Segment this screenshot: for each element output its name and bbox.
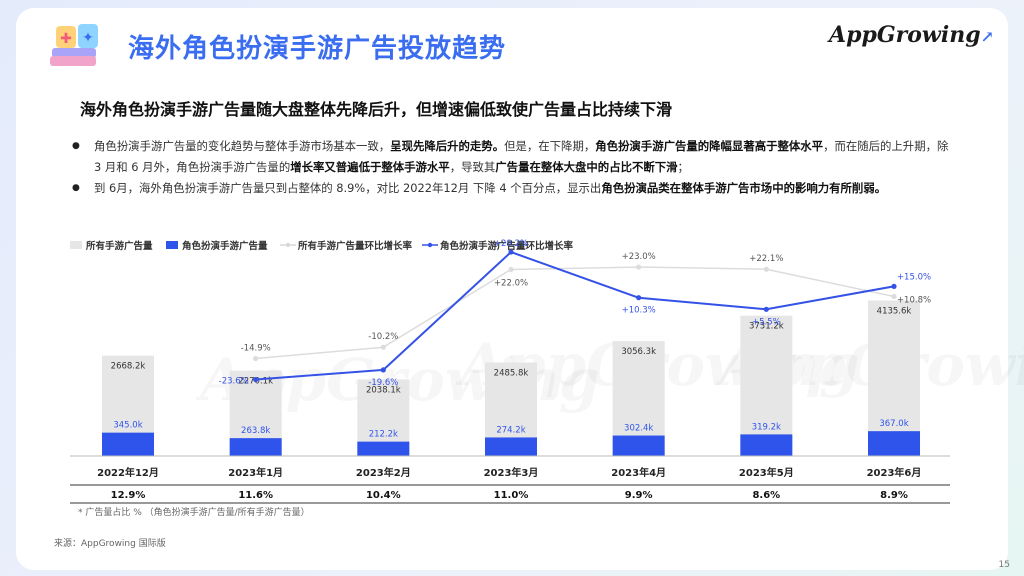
legend-swatch-bar bbox=[166, 241, 178, 249]
legend-label: 所有手游广告量环比增长率 bbox=[298, 240, 413, 252]
series-point bbox=[508, 266, 514, 273]
series-point-label: +23.0% bbox=[622, 252, 656, 262]
page-title: 海外角色扮演手游广告投放趋势 bbox=[128, 34, 507, 64]
series-point-label: -23.6% bbox=[219, 377, 249, 387]
slide-card bbox=[16, 8, 1008, 570]
bar-label-all-games: 2668.2k bbox=[111, 362, 146, 372]
bullet-text: 增长率又普遍低于整体手游水平 bbox=[290, 160, 450, 174]
series-point bbox=[891, 283, 897, 289]
x-tick-label: 2023年4月 bbox=[611, 466, 666, 479]
x-tick-label: 2023年5月 bbox=[739, 466, 794, 479]
bullet-text: 角色扮演手游广告量的变化趋势与整体手游市场基本一致， bbox=[94, 139, 391, 153]
bullet-text: ，导致其 bbox=[449, 160, 496, 174]
bar-label-all-games: 3731.2k bbox=[749, 322, 784, 332]
series-point-label: -10.2% bbox=[368, 332, 398, 342]
source-note: 来源：AppGrowing 国际版 bbox=[54, 539, 166, 549]
share-value: 8.9% bbox=[880, 490, 908, 501]
bar-rpg bbox=[102, 432, 154, 456]
bullet-text: 到 6月，海外角色扮演手游广告量只到占整体的 8.9%，对比 2022年12月 … bbox=[94, 181, 602, 195]
share-value: 9.9% bbox=[625, 490, 653, 501]
bar-rpg bbox=[485, 437, 537, 456]
share-value: 12.9% bbox=[111, 490, 146, 501]
series-point-label: -14.9% bbox=[241, 344, 271, 354]
series-point bbox=[253, 376, 259, 383]
bullet-item: 到 6月，海外角色扮演手游广告量只到占整体的 8.9%，对比 2022年12月 … bbox=[72, 178, 952, 199]
bar-label-rpg: 212.2k bbox=[369, 430, 398, 440]
series-point-label: +5.5% bbox=[752, 317, 781, 327]
series-line bbox=[255, 250, 895, 381]
bar-label-rpg: 367.0k bbox=[879, 419, 908, 429]
bar-label-rpg: 302.4k bbox=[624, 424, 653, 434]
share-value: 11.6% bbox=[238, 490, 273, 501]
bar-rpg bbox=[868, 431, 920, 456]
share-value: 8.6% bbox=[752, 490, 780, 501]
x-tick-label: 2023年6月 bbox=[867, 466, 922, 479]
x-tick-label: 2022年12月 bbox=[97, 466, 159, 479]
bullet-item: 角色扮演手游广告量的变化趋势与整体手游市场基本一致，呈现先降后升的走势。但是，在… bbox=[72, 136, 952, 178]
x-tick-label: 2023年3月 bbox=[484, 466, 539, 479]
legend-label: 所有手游广告量 bbox=[86, 240, 153, 252]
x-tick-label: 2023年2月 bbox=[356, 466, 411, 479]
svg-text:✦: ✦ bbox=[82, 30, 94, 46]
series-point-label: +22.1% bbox=[749, 254, 783, 264]
series-point-label: +10.3% bbox=[622, 306, 656, 316]
bar-rpg bbox=[229, 438, 282, 456]
series-point bbox=[253, 355, 259, 362]
series-point-label: +10.8% bbox=[897, 295, 931, 305]
bar-label-rpg: 345.0k bbox=[113, 421, 142, 431]
series-line bbox=[255, 266, 895, 360]
series-point-label: +22.0% bbox=[494, 278, 528, 288]
legend-label: 角色扮演手游广告量 bbox=[182, 240, 268, 252]
bar-label-rpg: 263.8k bbox=[241, 426, 270, 436]
bullet-text: 但是，在下降期， bbox=[504, 139, 596, 153]
bar-label-all-games: 2038.1k bbox=[366, 385, 401, 395]
share-value: 11.0% bbox=[494, 490, 529, 501]
legend-swatch-bar bbox=[70, 241, 82, 249]
bullet-list: 角色扮演手游广告量的变化趋势与整体手游市场基本一致，呈现先降后升的走势。但是，在… bbox=[72, 136, 952, 199]
legend-swatch-dot bbox=[427, 242, 433, 248]
series-point-label: -19.6% bbox=[368, 378, 398, 388]
bullet-text: ，而在随后的上升期，除 3 月和 6 月外，角色扮演手游广告量的 bbox=[94, 139, 949, 174]
bullet-text: 呈现先降后升的走势。 bbox=[390, 139, 505, 153]
bar-label-all-games: 4135.6k bbox=[877, 307, 912, 317]
series-point-label: +15.0% bbox=[897, 272, 931, 282]
bullet-text: 角色扮演手游广告量的降幅显著高于整体水平 bbox=[595, 139, 824, 153]
series-point bbox=[636, 295, 642, 301]
bar-rpg bbox=[612, 435, 665, 456]
series-point-label: +29.2% bbox=[494, 239, 528, 249]
bullet-text: ； bbox=[677, 160, 689, 174]
brand-logo: AppGrowing↗ bbox=[829, 22, 994, 48]
share-value: 10.4% bbox=[366, 490, 401, 501]
share-note: * 广告量占比 % （角色扮演手游广告量/所有手游广告量） bbox=[78, 508, 310, 518]
legend-swatch-dot bbox=[285, 242, 291, 248]
slide-subtitle: 海外角色扮演手游广告量随大盘整体先降后升，但增速偏低致使广告量占比持续下滑 bbox=[80, 100, 673, 119]
series-point bbox=[380, 367, 386, 373]
series-point bbox=[380, 344, 386, 350]
bullet-text: 角色扮演品类在整体手游广告市场中的影响力有所削弱。 bbox=[601, 181, 887, 195]
gamepad-books-icon: ✚ ✦ bbox=[50, 24, 98, 66]
x-tick-label: 2023年1月 bbox=[228, 466, 283, 479]
bar-label-all-games: 3056.3k bbox=[621, 347, 656, 357]
bar-all-games bbox=[740, 315, 793, 456]
bar-label-all-games: 2485.8k bbox=[494, 369, 529, 379]
bar-rpg bbox=[740, 434, 793, 456]
series-point bbox=[508, 249, 514, 255]
bullet-text: 广告量在整体大盘中的占比不断下滑 bbox=[495, 160, 678, 174]
svg-text:✚: ✚ bbox=[60, 31, 72, 47]
series-point bbox=[763, 306, 769, 312]
series-point bbox=[763, 266, 769, 272]
series-point bbox=[891, 293, 897, 300]
series-point bbox=[636, 264, 642, 270]
page-number: 15 bbox=[998, 560, 1010, 570]
bar-label-rpg: 319.2k bbox=[752, 422, 781, 432]
legend-label: 角色扮演手游广告量环比增长率 bbox=[440, 240, 574, 252]
bar-label-rpg: 274.2k bbox=[496, 425, 525, 435]
bar-all-games bbox=[868, 300, 920, 456]
bar-rpg bbox=[357, 441, 410, 456]
growth-arrow-icon: ↗ bbox=[980, 27, 994, 46]
